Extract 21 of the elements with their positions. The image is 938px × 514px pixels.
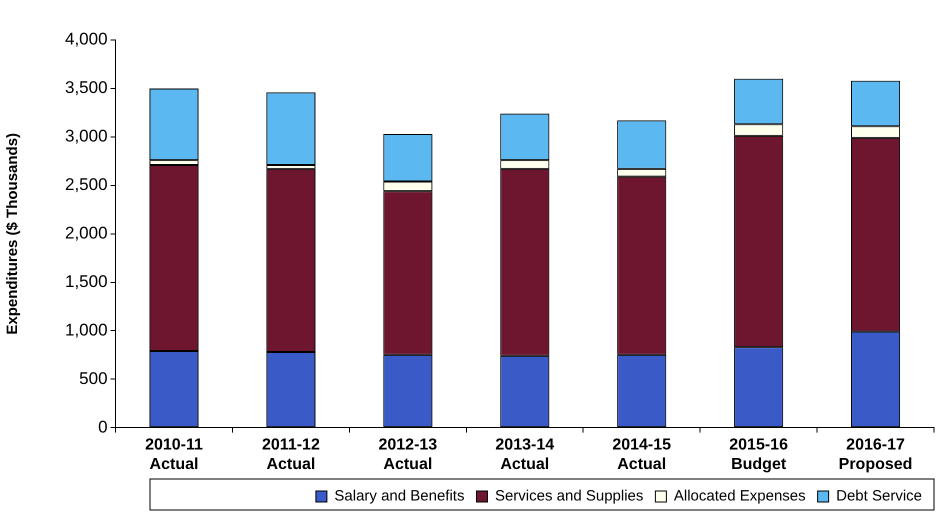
x-tick-label: 2015-16 Budget	[729, 436, 788, 473]
y-tick-label: 4,000	[64, 30, 108, 49]
y-axis-title: Expenditures ($ Thousands)	[4, 132, 22, 335]
x-tick-label: 2014-15 Actual	[612, 436, 672, 473]
legend-label: Salary and Benefits	[334, 488, 464, 505]
x-tick-label: 2011-12 Actual	[262, 436, 320, 473]
y-tick-label: 2,500	[64, 175, 108, 194]
y-tick-label: 3,000	[64, 126, 108, 146]
x-tick-label: 2012-13 Actual	[378, 436, 438, 473]
x-tick-label: 2013-14 Actual	[495, 436, 554, 473]
y-tick-label: 2,000	[64, 223, 108, 242]
x-tick-label: 2016-17 Proposed	[838, 436, 912, 473]
y-tick-label: 500	[79, 368, 108, 388]
y-tick-label: 1,500	[64, 272, 108, 291]
legend-label: Services and Supplies	[494, 488, 644, 505]
x-tick-label: 2010-11 Actual	[145, 436, 204, 473]
y-tick-label: 0	[98, 417, 108, 436]
legend-label: Allocated Expenses	[674, 488, 806, 505]
y-tick-label: 1,000	[64, 320, 108, 340]
legend-label: Debt Service	[836, 488, 922, 505]
y-tick-label: 3,500	[64, 78, 108, 98]
